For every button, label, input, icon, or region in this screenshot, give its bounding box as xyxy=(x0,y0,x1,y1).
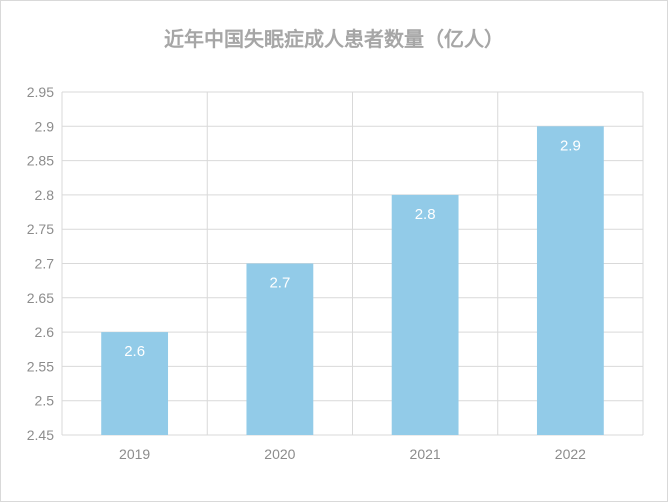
x-tick-label: 2021 xyxy=(410,446,441,462)
data-label: 2.6 xyxy=(124,343,145,360)
x-tick-label: 2019 xyxy=(119,446,150,462)
y-tick-label: 2.5 xyxy=(35,393,55,409)
chart-title: 近年中国失眠症成人患者数量（亿人） xyxy=(164,27,504,51)
y-tick-label: 2.9 xyxy=(35,118,55,134)
y-tick-label: 2.95 xyxy=(27,84,54,100)
y-tick-label: 2.65 xyxy=(27,290,54,306)
y-tick-label: 2.85 xyxy=(27,153,54,169)
bar xyxy=(536,126,604,436)
y-tick-label: 2.55 xyxy=(27,358,54,374)
y-tick-label: 2.7 xyxy=(35,256,55,272)
y-tick-label: 2.6 xyxy=(35,324,55,340)
y-tick-label: 2.45 xyxy=(27,427,54,443)
data-label: 2.9 xyxy=(560,137,581,154)
data-label: 2.8 xyxy=(415,206,436,223)
x-tick-label: 2022 xyxy=(555,446,586,462)
bar xyxy=(391,194,459,435)
y-tick-label: 2.8 xyxy=(35,187,55,203)
bar xyxy=(246,263,314,435)
y-tick-label: 2.75 xyxy=(27,221,54,237)
bar-layer xyxy=(101,126,604,436)
data-label: 2.7 xyxy=(269,275,290,292)
x-tick-label: 2020 xyxy=(264,446,295,462)
label-layer: 2.45 2.5 2.55 2.6 2.65 2.7 2.75 2.8 2.85 2.9 2.95 2… xyxy=(27,84,586,462)
bar xyxy=(101,332,169,435)
